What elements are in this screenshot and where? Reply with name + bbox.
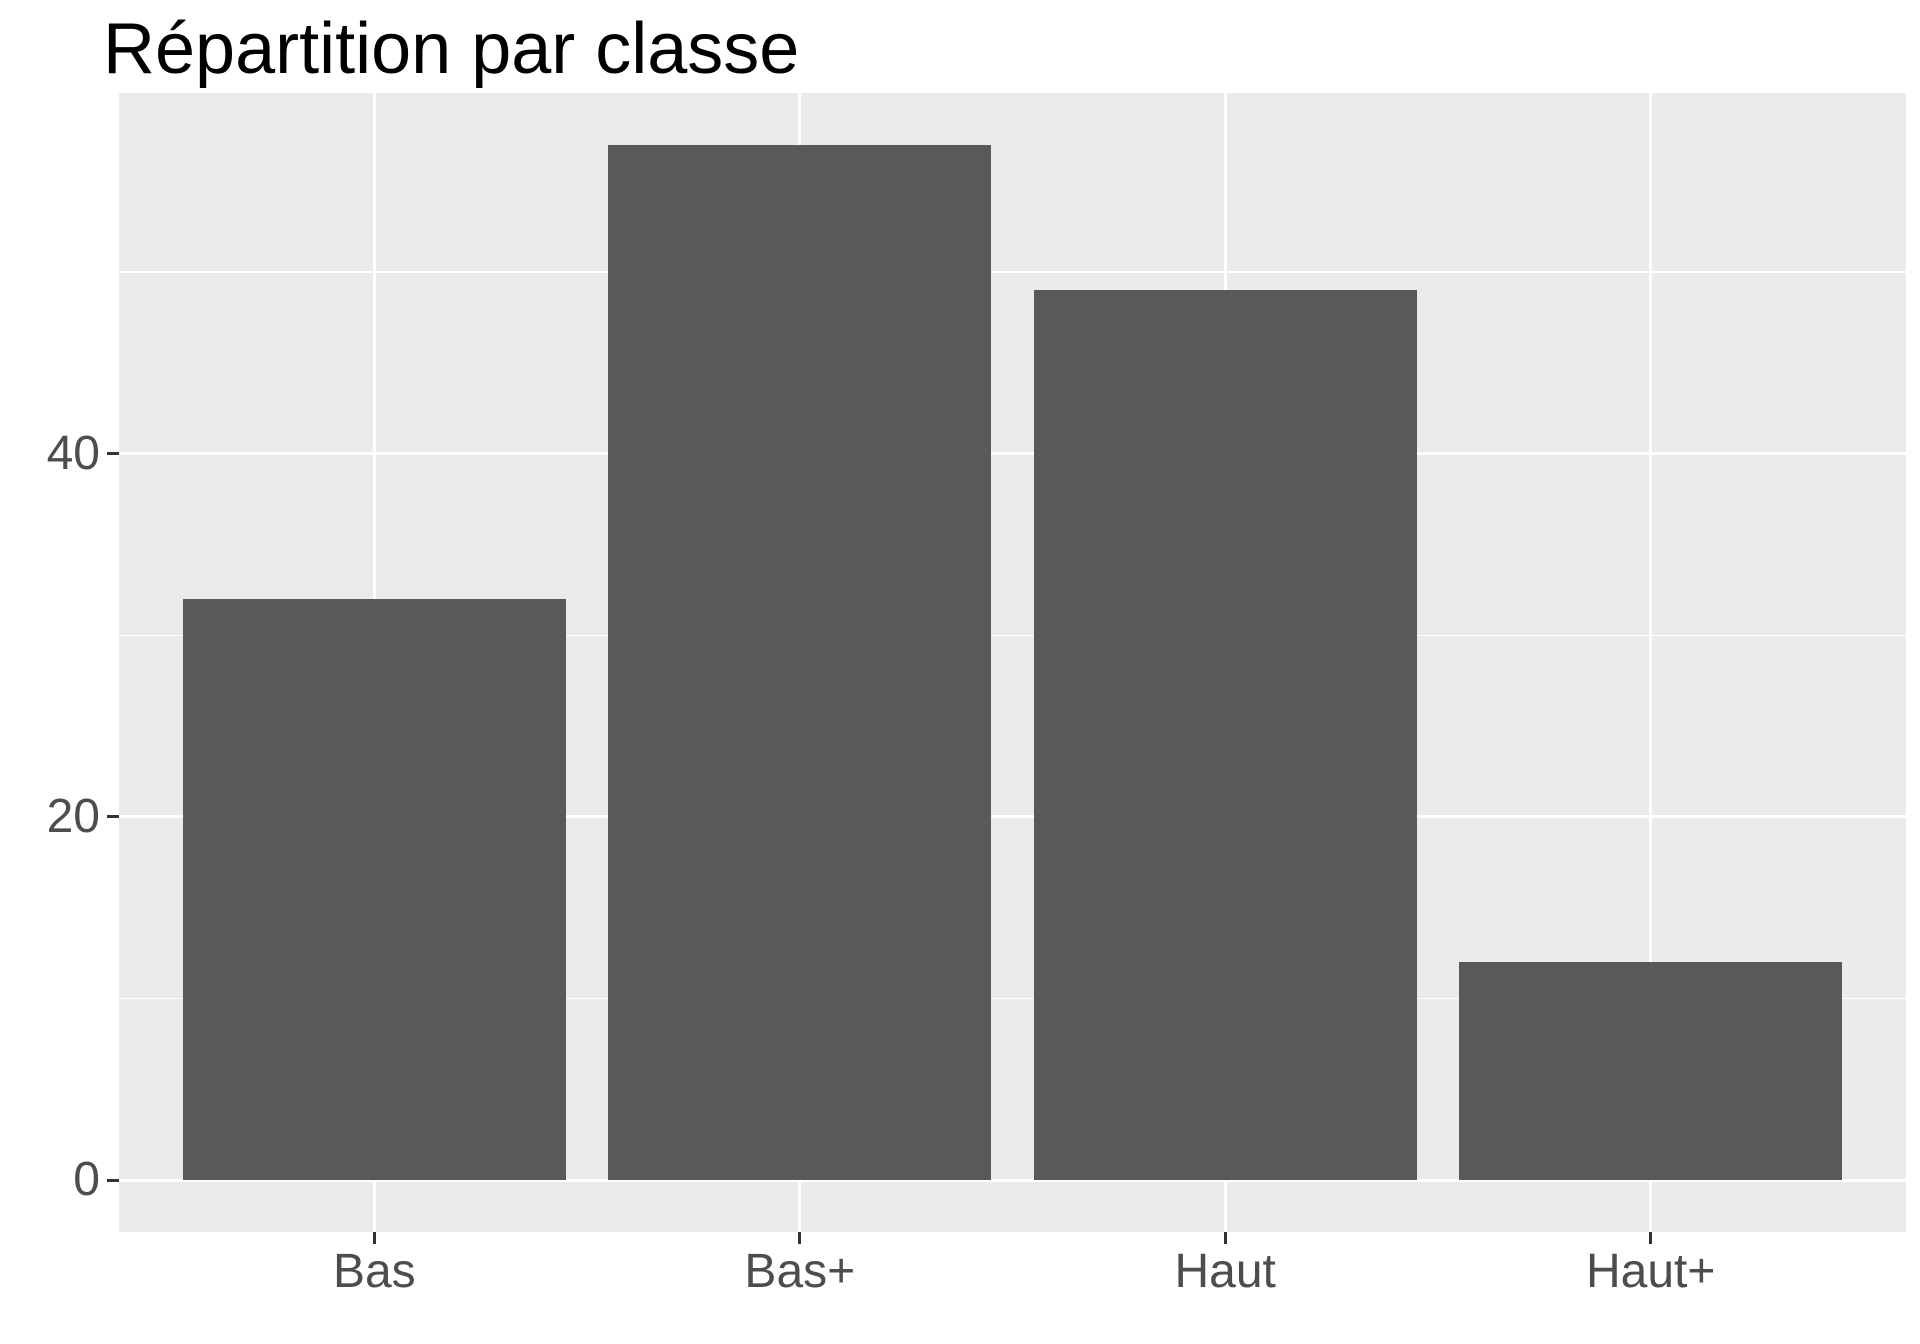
x-tick-mark-bas <box>372 1232 376 1244</box>
gridline-minor-y-10 <box>119 997 1906 1000</box>
bar-hautplus <box>1459 962 1843 1181</box>
x-tick-label-bas: Bas <box>332 1245 416 1298</box>
gridline-major-y-0 <box>119 1178 1906 1182</box>
gridline-major-x-hautplus <box>1649 93 1653 1232</box>
y-tick-mark-40 <box>107 452 119 456</box>
y-tick-label-20: 20 <box>46 789 100 843</box>
y-tick-label-40: 40 <box>46 426 100 480</box>
y-tick-mark-20 <box>107 815 119 819</box>
x-tick-label-basplus: Bas+ <box>744 1245 856 1298</box>
plot-panel <box>119 93 1906 1232</box>
x-tick-label-haut: Haut <box>1174 1245 1276 1298</box>
gridline-minor-y-50 <box>119 271 1906 273</box>
gridline-minor-y-30 <box>119 634 1906 636</box>
bar-bas <box>182 598 566 1181</box>
y-tick-label-0: 0 <box>73 1153 100 1207</box>
x-tick-mark-haut <box>1223 1232 1227 1244</box>
gridline-major-y-20 <box>119 815 1906 819</box>
bar-basplus <box>608 144 992 1181</box>
gridline-major-y-40 <box>119 452 1906 456</box>
y-tick-mark-0 <box>107 1178 119 1182</box>
chart-title: Répartition par classe <box>103 9 800 89</box>
bar-haut <box>1033 290 1417 1181</box>
x-tick-mark-basplus <box>798 1232 802 1244</box>
x-tick-mark-hautplus <box>1649 1232 1653 1244</box>
x-tick-label-hautplus: Haut+ <box>1585 1245 1716 1298</box>
